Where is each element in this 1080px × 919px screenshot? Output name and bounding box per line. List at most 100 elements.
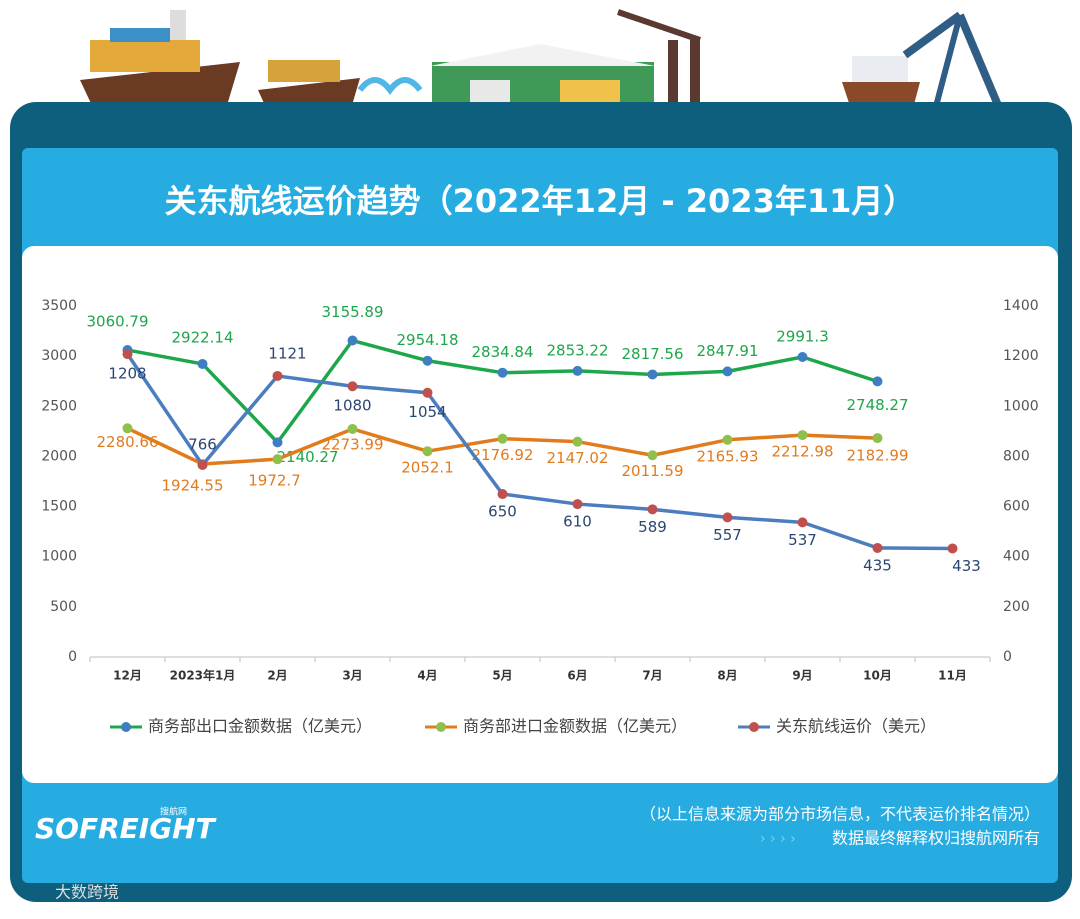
y-tick-label: 2500 [41,398,77,414]
y2-tick-label: 1200 [1003,348,1039,364]
marker [272,437,283,448]
marker [722,434,733,445]
legend-label: 关东航线运价（美元） [776,717,936,736]
data-label: 2052.1 [401,459,454,477]
x-tick-label: 7月 [642,669,662,683]
x-tick-label: 10月 [863,669,892,683]
data-label: 435 [863,556,892,574]
legend-label: 商务部出口金额数据（亿美元） [148,717,372,736]
marker [947,543,958,554]
data-label: 1080 [333,397,371,415]
header-art [80,9,1004,112]
y2-tick-label: 800 [1003,448,1030,464]
data-label: 2273.99 [321,435,383,453]
y-tick-label: 500 [50,599,77,615]
marker [797,352,808,363]
x-tick-label: 4月 [417,669,437,683]
data-label: 2011.59 [621,462,683,480]
data-label: 766 [188,435,217,453]
x-tick-label: 9月 [792,669,812,683]
marker [197,459,208,470]
y2-tick-label: 200 [1003,599,1030,615]
marker [722,366,733,377]
x-tick-label: 11月 [938,669,967,683]
marker [572,365,583,376]
data-label: 1924.55 [161,476,223,494]
marker [647,369,658,380]
marker [422,355,433,366]
data-label: 2954.18 [396,331,458,349]
watermark: 大数跨境 [55,883,119,902]
data-label: 433 [952,557,981,575]
marker [122,349,133,360]
marker [272,370,283,381]
marker [647,504,658,515]
marker [722,512,733,523]
marker [872,542,883,553]
data-label: 2147.02 [546,449,608,467]
data-label: 1054 [408,403,446,421]
marker [197,358,208,369]
data-label: 2165.93 [696,447,758,465]
data-label: 3060.79 [86,313,148,331]
plot: 0 500 1000 1500 2000 2500 3000 3500 0 200 400 600 80… [41,298,1038,736]
marker [347,381,358,392]
data-label: 537 [788,531,817,549]
x-tick-label: 3月 [342,669,362,683]
rights-note: 数据最终解释权归搜航网所有 [832,829,1040,848]
marker [422,387,433,398]
marker [497,367,508,378]
legend-marker [749,722,759,732]
data-label: 3155.89 [321,303,383,321]
data-label: 2817.56 [621,345,683,363]
y-tick-label: 3500 [41,298,77,314]
data-label: 2922.14 [171,328,233,346]
data-label: 1208 [108,365,146,383]
y2-tick-label: 1000 [1003,398,1039,414]
data-label: 2834.84 [471,343,533,361]
chart-card [22,246,1058,783]
y-tick-label: 1500 [41,499,77,515]
x-tick-label: 12月 [113,669,142,683]
y2-tick-label: 600 [1003,499,1030,515]
arrows: › › › › [760,831,796,847]
data-label: 2748.27 [846,396,908,414]
data-label: 650 [488,503,517,521]
x-tick-label: 2月 [267,669,287,683]
marker [272,454,283,465]
legend-marker [436,722,446,732]
chart-title: 关东航线运价趋势（2022年12月 - 2023年11月） [165,182,916,220]
series-line [126,353,953,551]
marker [497,433,508,444]
marker [572,436,583,447]
brand-logo: SOFREIGHT [35,812,217,845]
marker [572,499,583,510]
y2-tick-label: 1400 [1003,298,1039,314]
y-tick-label: 1000 [41,549,77,565]
y2-tick-label: 400 [1003,549,1030,565]
marker [797,517,808,528]
marker [422,446,433,457]
marker [347,335,358,346]
x-tick-label: 8月 [717,669,737,683]
marker [497,489,508,500]
x-tick-label: 5月 [492,669,512,683]
marker [647,450,658,461]
data-label: 610 [563,513,592,531]
marker [122,423,133,434]
data-label: 2182.99 [846,447,908,465]
data-label: 2847.91 [696,342,758,360]
data-label: 589 [638,518,667,536]
y-tick-label: 2000 [41,448,77,464]
marker [872,433,883,444]
data-label: 2212.98 [771,443,833,461]
legend-marker [121,722,131,732]
legend-label: 商务部进口金额数据（亿美元） [463,717,687,736]
data-label: 2853.22 [546,341,608,359]
marker [872,376,883,387]
brand-sub: 搜航网 [160,806,187,818]
data-label: 557 [713,526,742,544]
y2-tick-label: 0 [1003,649,1012,665]
source-note: （以上信息来源为部分市场信息，不代表运价排名情况） [640,805,1040,824]
